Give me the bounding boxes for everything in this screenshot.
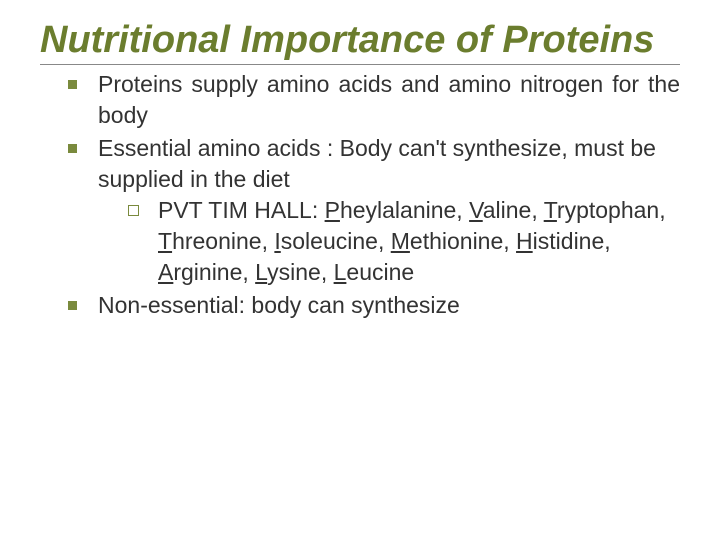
bullet-text: Essential amino acids : Body can't synth… bbox=[98, 135, 656, 192]
sub-item: PVT TIM HALL: Pheylalanine, Valine, Tryp… bbox=[128, 195, 680, 288]
sub-prefix: PVT TIM HALL: bbox=[158, 197, 325, 223]
bullet-item: Proteins supply amino acids and amino ni… bbox=[68, 69, 680, 131]
bullet-item: Non-essential: body can synthesize bbox=[68, 290, 680, 321]
bullet-list: Proteins supply amino acids and amino ni… bbox=[40, 69, 680, 321]
sub-list: PVT TIM HALL: Pheylalanine, Valine, Tryp… bbox=[98, 195, 680, 288]
slide-title: Nutritional Importance of Proteins bbox=[40, 20, 680, 65]
bullet-item: Essential amino acids : Body can't synth… bbox=[68, 133, 680, 288]
